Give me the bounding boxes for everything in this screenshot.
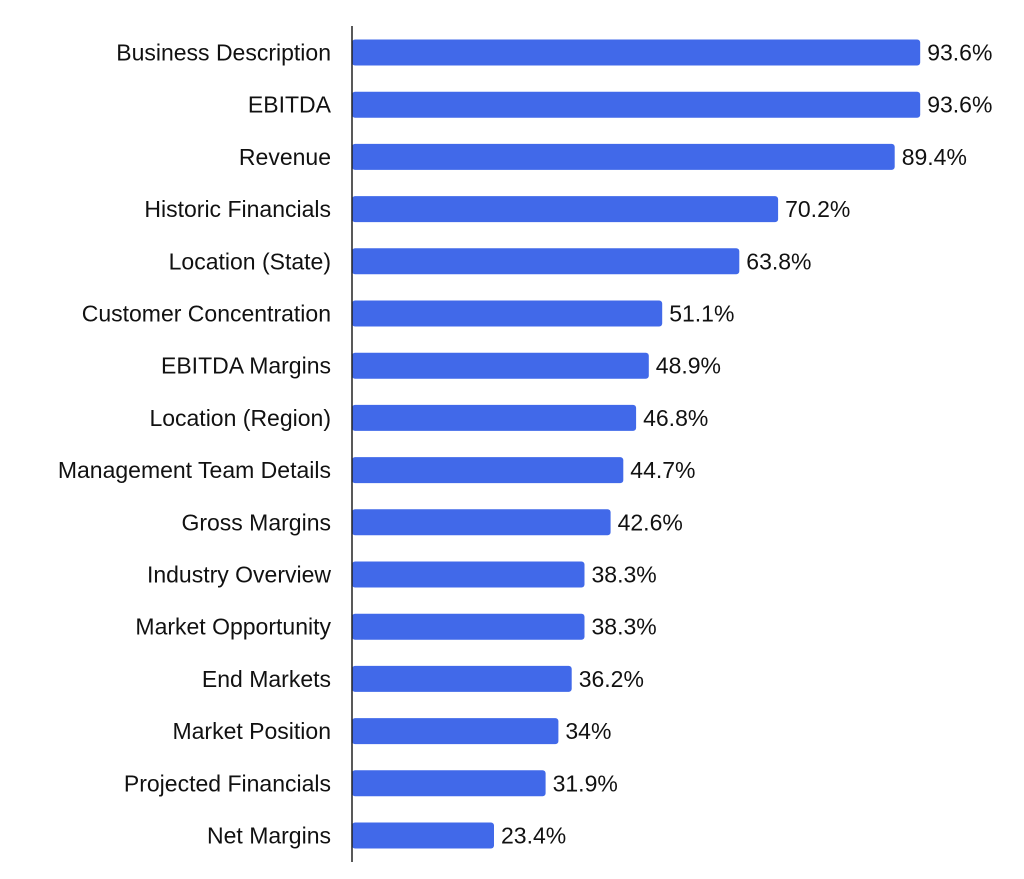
bar (352, 822, 494, 849)
bar (352, 143, 895, 170)
category-label: Location (State) (169, 248, 331, 274)
value-label: 48.9% (656, 353, 721, 379)
value-label: 42.6% (618, 509, 683, 535)
category-label: Customer Concentration (82, 301, 331, 327)
category-label: Market Position (172, 718, 331, 744)
category-label: EBITDA Margins (161, 353, 331, 379)
category-labels-group: Business Description EBITDA Revenue Histori… (58, 40, 332, 849)
value-label: 38.3% (592, 562, 657, 588)
bar (352, 248, 740, 275)
value-label: 46.8% (643, 405, 708, 431)
bar (352, 39, 921, 66)
value-label: 36.2% (579, 666, 644, 692)
value-label: 23.4% (501, 823, 566, 849)
value-label: 38.3% (592, 614, 657, 640)
category-label: Management Team Details (58, 457, 331, 483)
bar (352, 352, 649, 379)
bar (352, 770, 546, 797)
value-label: 44.7% (630, 457, 695, 483)
category-label: EBITDA (248, 92, 332, 118)
bar (352, 196, 779, 223)
value-label: 31.9% (553, 770, 618, 796)
category-label: Net Margins (207, 823, 331, 849)
category-label: End Markets (202, 666, 331, 692)
bars-group (352, 39, 921, 849)
category-label: Location (Region) (149, 405, 331, 431)
bar (352, 718, 559, 745)
value-labels-group: 93.6% 93.6% 89.4% 70.2% 63.8% 51.1% 48.9% 46.8%… (501, 40, 992, 849)
value-label: 63.8% (746, 248, 811, 274)
category-label: Historic Financials (144, 196, 331, 222)
value-label: 89.4% (902, 144, 967, 170)
value-label: 70.2% (785, 196, 850, 222)
category-label: Industry Overview (147, 562, 331, 588)
bar (352, 91, 921, 118)
category-label: Business Description (116, 40, 331, 66)
category-label: Gross Margins (181, 509, 331, 535)
category-label: Revenue (239, 144, 331, 170)
value-label: 93.6% (927, 92, 992, 118)
category-label: Market Opportunity (135, 614, 331, 640)
value-label: 51.1% (669, 301, 734, 327)
bar (352, 509, 611, 536)
category-label: Projected Financials (124, 770, 331, 796)
bar (352, 300, 663, 327)
value-label: 93.6% (927, 40, 992, 66)
bar (352, 561, 585, 588)
bar (352, 613, 585, 640)
bar (352, 457, 624, 484)
bar (352, 665, 572, 692)
value-label: 34% (565, 718, 611, 744)
bar (352, 404, 637, 431)
